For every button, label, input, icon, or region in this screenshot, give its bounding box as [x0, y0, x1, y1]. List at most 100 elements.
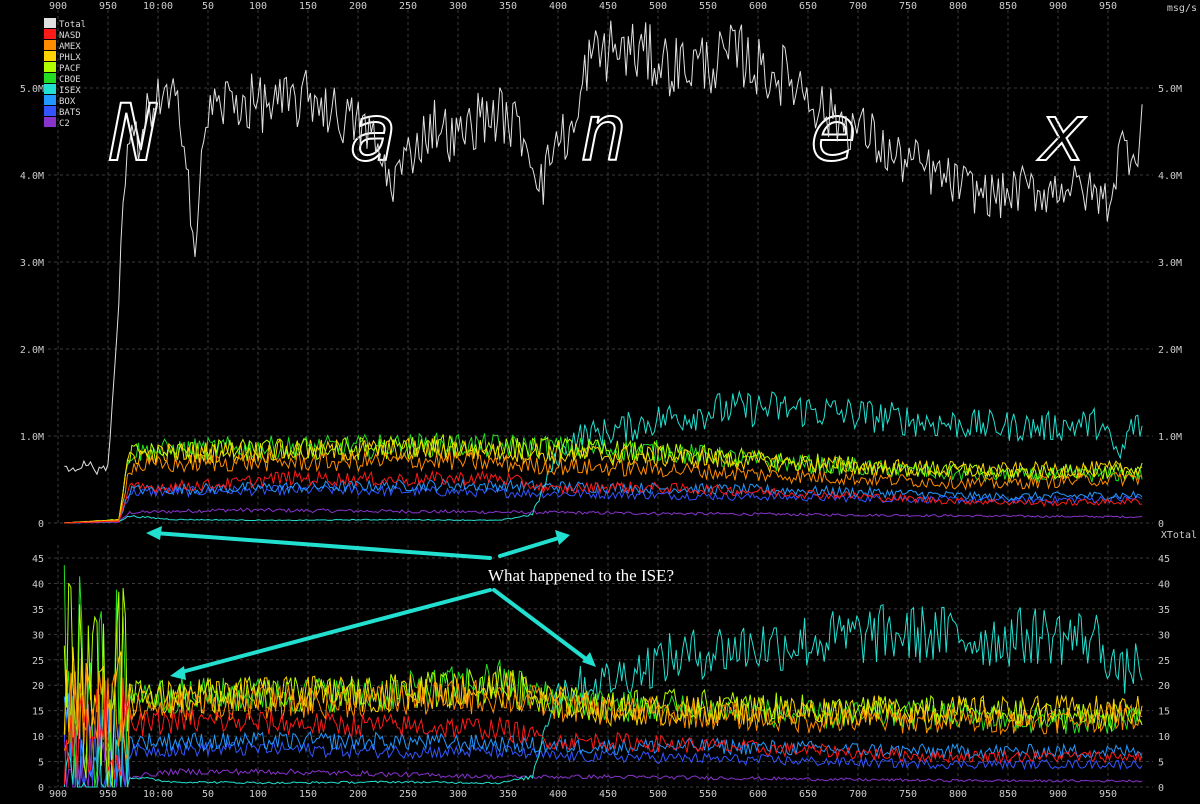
y-tick-label-left: 10 — [32, 732, 44, 743]
arrow-line — [176, 588, 492, 675]
x-tick-label-bottom: 650 — [799, 789, 817, 800]
x-tick-label-bottom: 800 — [949, 789, 967, 800]
series-line-pacf — [64, 434, 1143, 524]
y-tick-label-right: 1.0M — [1158, 432, 1182, 443]
legend-swatch — [44, 117, 56, 127]
y-tick-label-right: 0 — [1158, 783, 1164, 794]
legend-label: CBOE — [59, 75, 81, 85]
x-tick-label-bottom: 700 — [849, 789, 867, 800]
y-tick-label-right: 5 — [1158, 758, 1164, 769]
legend-swatch — [44, 106, 56, 116]
legend-label: C2 — [59, 119, 70, 129]
x-tick-label-top: 400 — [549, 1, 567, 12]
x-tick-label-top: 300 — [449, 1, 467, 12]
top-x-axis: 900 950 10:00 50 100 150 200 250 300 350 400 450 500… — [49, 1, 1117, 12]
x-tick-label-bottom: 200 — [349, 789, 367, 800]
y-tick-label-right: 15 — [1158, 707, 1170, 718]
legend-swatch — [44, 18, 56, 28]
y-tick-label-right: 25 — [1158, 656, 1170, 667]
y-tick-label-left: 5 — [38, 758, 44, 769]
series-line-phlx — [64, 437, 1143, 524]
x-tick-label-top: 950 — [99, 1, 117, 12]
x-tick-label-bottom: 600 — [749, 789, 767, 800]
arrow-line — [492, 588, 592, 664]
watermark-letter: n — [580, 89, 627, 179]
series-line-nasd — [63, 677, 1143, 785]
y-tick-label-right: 3.0M — [1158, 258, 1182, 269]
y-tick-label-left: 1.0M — [20, 432, 44, 443]
legend-label: PHLX — [59, 53, 81, 63]
x-tick-label-top: 900 — [49, 1, 67, 12]
watermark-letter: x — [1037, 89, 1087, 179]
series-line-total — [64, 20, 1143, 476]
legend-label: PACF — [59, 64, 81, 74]
x-tick-label-top: 350 — [499, 1, 517, 12]
x-tick-label-top: 200 — [349, 1, 367, 12]
series-line-phlx — [63, 647, 1143, 741]
legend-swatch — [44, 73, 56, 83]
legend-swatch — [44, 62, 56, 72]
x-tick-label-top: 650 — [799, 1, 817, 12]
x-tick-label-top: 450 — [599, 1, 617, 12]
watermark-letter: e — [810, 89, 857, 179]
x-tick-label-top: 10:00 — [143, 1, 173, 12]
x-tick-label-bottom: 500 — [649, 789, 667, 800]
series-line-isex — [63, 603, 1143, 788]
x-tick-label-top: 150 — [299, 1, 317, 12]
y-tick-label-left: 20 — [32, 681, 44, 692]
x-tick-label-top: 500 — [649, 1, 667, 12]
x-tick-label-top: 900 — [1049, 1, 1067, 12]
bottom-chart-series — [63, 565, 1143, 788]
y-tick-label-right: 30 — [1158, 630, 1170, 641]
annotation-arrows — [153, 531, 592, 675]
bottom-unit-label: XTotal — [1161, 530, 1197, 541]
x-tick-label-bottom: 850 — [999, 789, 1017, 800]
x-tick-label-top: 250 — [399, 1, 417, 12]
legend-swatch — [44, 51, 56, 61]
x-tick-label-bottom: 400 — [549, 789, 567, 800]
series-line-cboe — [64, 432, 1143, 524]
y-tick-label-left: 45 — [32, 554, 44, 565]
legend-swatch — [44, 84, 56, 94]
legend-swatch — [44, 95, 56, 105]
y-tick-label-right: 4.0M — [1158, 171, 1182, 182]
y-tick-label-right: 2.0M — [1158, 345, 1182, 356]
series-line-c2 — [63, 726, 1143, 788]
x-tick-label-top: 100 — [249, 1, 267, 12]
x-tick-label-bottom: 350 — [499, 789, 517, 800]
x-tick-label-bottom: 50 — [202, 789, 214, 800]
legend-label: ISEX — [59, 86, 81, 96]
y-tick-label-left: 5.0M — [20, 84, 44, 95]
x-tick-label-bottom: 10:00 — [143, 789, 173, 800]
y-tick-label-left: 15 — [32, 707, 44, 718]
series-line-isex — [64, 389, 1143, 524]
series-line-nasd — [64, 468, 1143, 524]
series-line-bats — [63, 700, 1143, 788]
y-tick-label-right: 40 — [1158, 579, 1170, 590]
legend-swatch — [44, 40, 56, 50]
series-line-amex — [64, 450, 1143, 524]
legend-label: NASD — [59, 31, 81, 41]
x-tick-label-bottom: 550 — [699, 789, 717, 800]
y-tick-label-right: 5.0M — [1158, 84, 1182, 95]
watermark-letter: a — [350, 89, 397, 179]
series-line-c2 — [64, 507, 1143, 524]
arrow-line — [498, 535, 564, 558]
x-tick-label-top: 750 — [899, 1, 917, 12]
legend-label: AMEX — [59, 42, 81, 52]
arrowhead — [170, 666, 186, 680]
x-tick-label-bottom: 250 — [399, 789, 417, 800]
x-tick-label-top: 950 — [1099, 1, 1117, 12]
y-tick-label-left: 35 — [32, 605, 44, 616]
arrowhead — [555, 530, 570, 545]
x-tick-label-bottom: 300 — [449, 789, 467, 800]
y-tick-label-left: 4.0M — [20, 171, 44, 182]
x-tick-label-top: 850 — [999, 1, 1017, 12]
arrowhead — [582, 652, 596, 667]
bottom-x-axis: 900 950 10:00 50 100 150 200 250 300 350 400 450 500… — [49, 789, 1117, 800]
annotation-arrowheads — [146, 526, 596, 680]
x-tick-label-bottom: 950 — [1099, 789, 1117, 800]
x-tick-label-bottom: 950 — [99, 789, 117, 800]
